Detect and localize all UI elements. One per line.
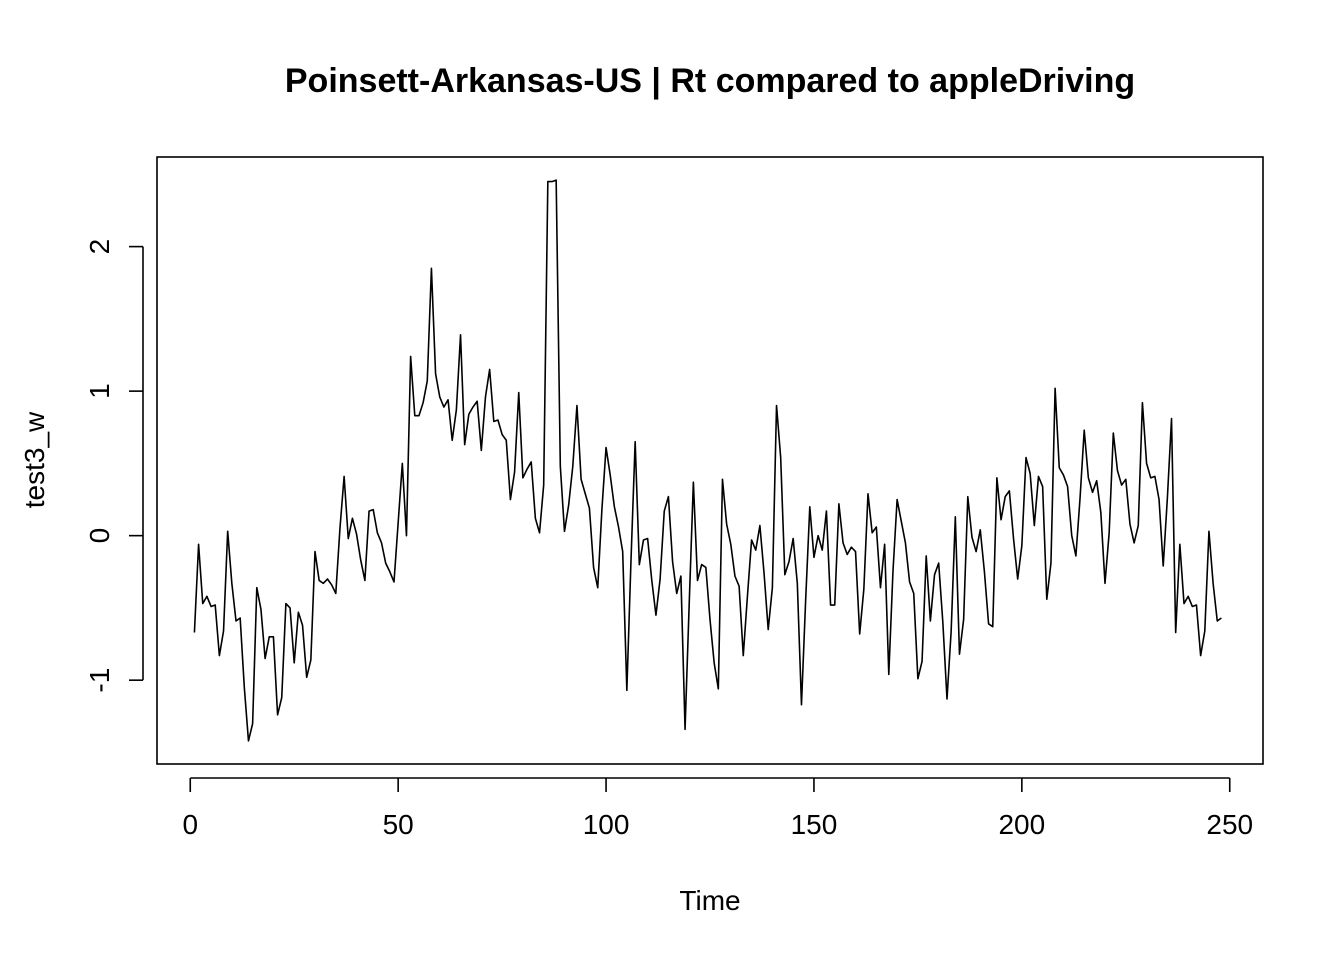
series-line-test3_w <box>193 179 1222 742</box>
plot-frame <box>156 156 1264 765</box>
y-axis: -1 0 1 2 <box>84 239 144 693</box>
x-tick-label: 200 <box>998 809 1045 840</box>
x-axis-label: Time <box>679 885 740 916</box>
y-tick-label: -1 <box>84 668 115 693</box>
x-tick-label: 0 <box>182 809 198 840</box>
x-tick-label: 150 <box>791 809 838 840</box>
x-tick-label: 50 <box>383 809 414 840</box>
y-tick-label: 1 <box>84 383 115 399</box>
chart-title: Poinsett-Arkansas-US | Rt compared to ap… <box>285 62 1135 100</box>
x-axis: 0 50 100 150 200 250 <box>182 777 1253 840</box>
y-tick-label: 2 <box>84 239 115 255</box>
x-tick-label: 100 <box>583 809 630 840</box>
x-tick-label: 250 <box>1206 809 1253 840</box>
y-tick-label: 0 <box>84 528 115 544</box>
y-axis-label: test3_w <box>19 411 50 508</box>
